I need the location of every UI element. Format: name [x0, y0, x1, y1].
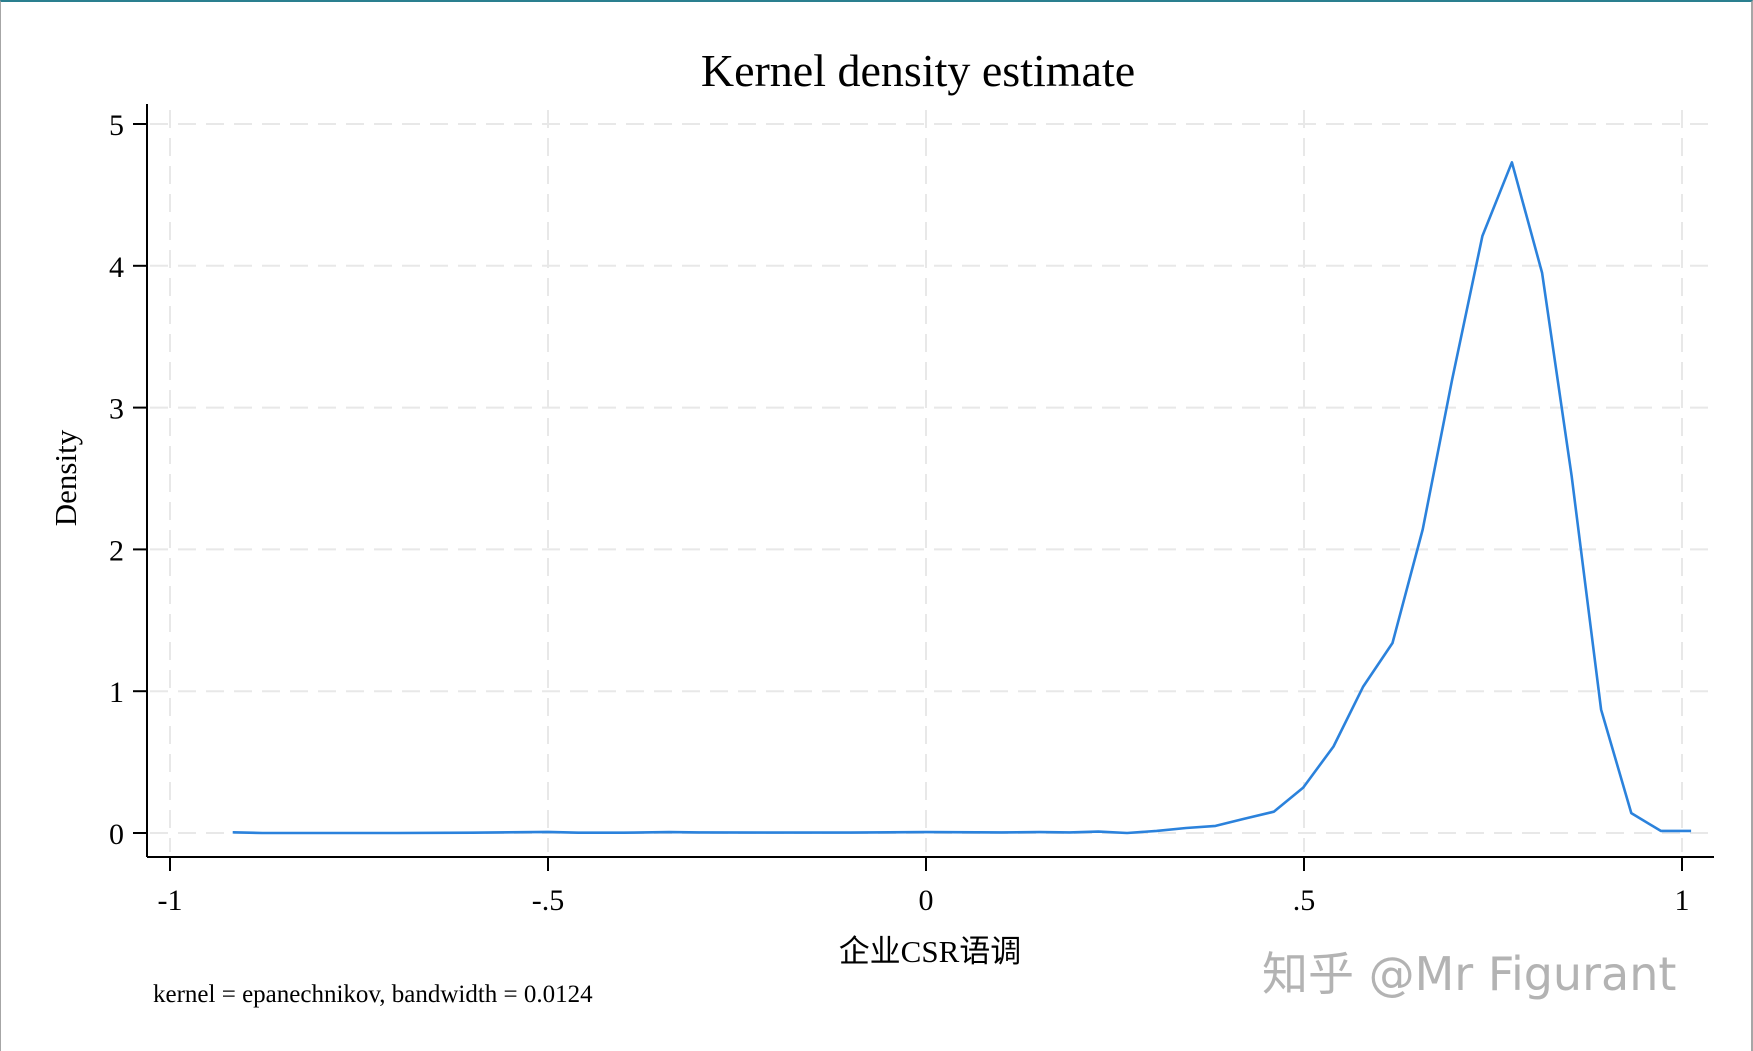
chart-title: Kernel density estimate	[701, 45, 1135, 96]
x-tick-label: -1	[158, 884, 183, 917]
x-axis-ticks: -1 -.5 0 .5 1	[158, 857, 1690, 917]
y-tick-label: 3	[109, 393, 124, 426]
kernel-bandwidth-note: kernel = epanechnikov, bandwidth = 0.012…	[153, 981, 593, 1008]
y-tick-label: 0	[109, 818, 124, 851]
y-tick-label: 1	[109, 676, 124, 709]
gridlines	[150, 110, 1712, 852]
watermark: 知乎 @Mr Figurant	[1262, 947, 1676, 1001]
x-tick-label: -.5	[532, 884, 565, 917]
x-tick-label: .5	[1293, 884, 1316, 917]
y-axis-title: Density	[48, 429, 83, 526]
x-tick-label: 1	[1675, 884, 1690, 917]
x-axis-title: 企业CSR语调	[839, 934, 1022, 969]
x-tick-label: 0	[919, 884, 934, 917]
y-axis-ticks: 0 1 2 3 4 5	[109, 109, 147, 851]
y-tick-label: 4	[109, 251, 124, 284]
y-tick-label: 5	[109, 109, 124, 142]
density-curve	[232, 161, 1692, 835]
axes	[146, 104, 1714, 858]
y-tick-label: 2	[109, 534, 124, 567]
